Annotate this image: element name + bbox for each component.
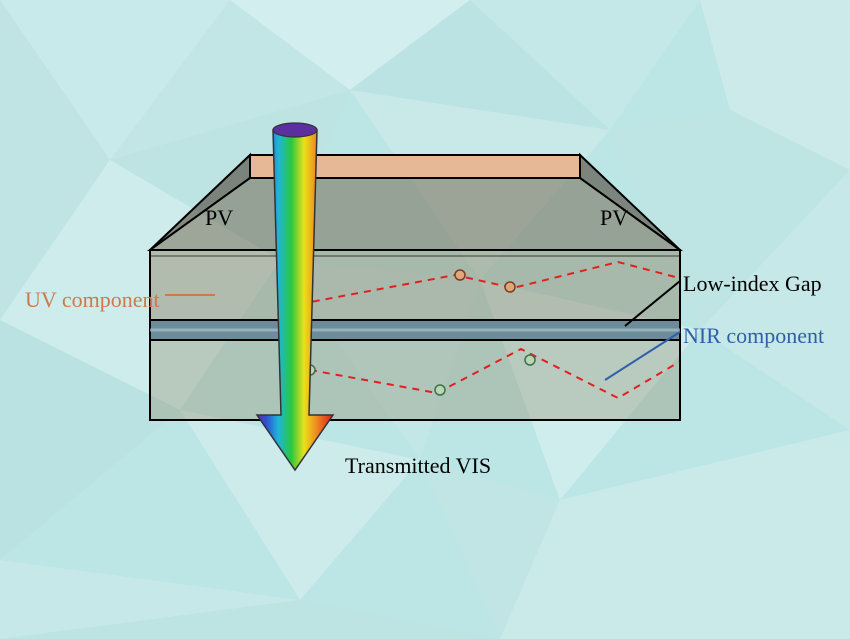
nir-emitter-dot xyxy=(435,385,445,395)
uv-emitter-dot xyxy=(455,270,465,280)
uv-emitter-dot xyxy=(505,282,515,292)
spectrum-arrow-cap xyxy=(273,123,317,137)
nir-slab-front xyxy=(150,340,680,420)
uv-slab-front xyxy=(150,250,680,320)
nir-emitter-dot xyxy=(525,355,535,365)
diagram-stage xyxy=(0,0,850,639)
